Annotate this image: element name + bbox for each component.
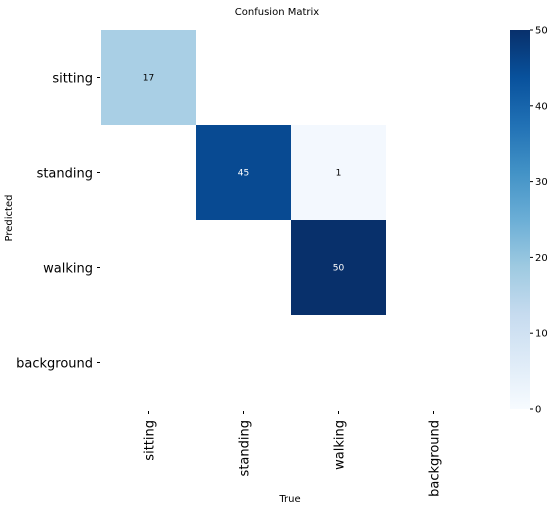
heatmap-cell	[101, 30, 196, 125]
x-axis-ticks: sitting standing walking background	[143, 411, 443, 497]
colorbar-tick-label: 0	[535, 405, 541, 416]
y-axis-ticks: sitting standing walking background	[16, 72, 100, 372]
heatmap-cell-labels: 17 45 1 50	[143, 74, 345, 274]
colorbar-tick-label: 50	[535, 26, 548, 37]
x-axis-title: True	[278, 494, 300, 505]
heatmap-cell	[196, 125, 291, 220]
heatmap-cell	[291, 125, 386, 220]
colorbar-tick-label: 30	[535, 177, 548, 188]
y-tick-label: standing	[37, 167, 93, 182]
y-axis-title: Predicted	[4, 195, 15, 242]
colorbar-tick-label: 10	[535, 329, 548, 340]
chart-title: Confusion Matrix	[235, 7, 319, 18]
heatmap-cells	[101, 30, 386, 315]
cell-value-label: 50	[333, 264, 345, 274]
cell-value-label: 45	[238, 169, 249, 179]
y-tick-label: walking	[43, 262, 93, 277]
heatmap-cell	[291, 220, 386, 315]
x-tick-label: background	[428, 420, 443, 497]
y-tick-label: sitting	[52, 72, 93, 87]
colorbar	[510, 30, 530, 409]
y-tick-label: background	[16, 357, 93, 372]
colorbar-ticks: 0 10 20 30 40 50	[530, 26, 548, 416]
cell-value-label: 17	[143, 74, 154, 84]
x-tick-label: sitting	[143, 420, 158, 461]
x-tick-label: standing	[238, 420, 253, 476]
colorbar-tick-label: 20	[535, 253, 548, 264]
x-tick-label: walking	[333, 420, 348, 470]
cell-value-label: 1	[336, 169, 342, 179]
colorbar-tick-label: 40	[535, 101, 548, 112]
